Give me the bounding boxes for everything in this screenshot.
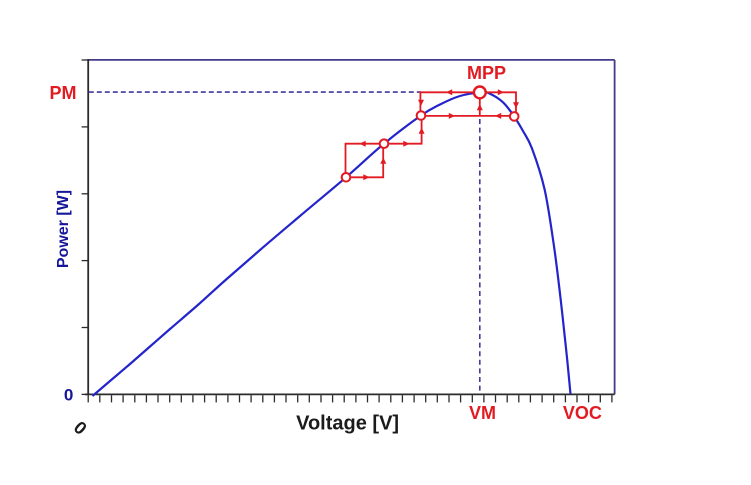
svg-text:VM: VM [469, 403, 496, 423]
svg-text:Power [W]: Power [W] [55, 190, 72, 268]
svg-text:0: 0 [64, 386, 73, 405]
svg-text:VOC: VOC [563, 403, 602, 423]
svg-text:MPP: MPP [467, 63, 506, 83]
svg-text:Voltage [V]: Voltage [V] [296, 413, 399, 435]
svg-text:PM: PM [50, 83, 77, 103]
